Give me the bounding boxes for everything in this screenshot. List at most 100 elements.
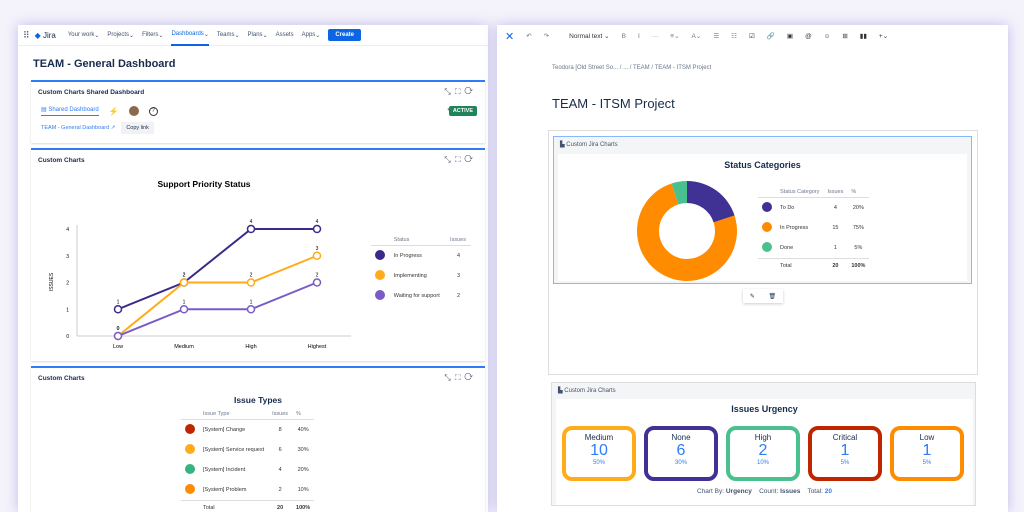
more-icon[interactable]: ··· xyxy=(651,32,659,40)
text-style-dropdown[interactable]: Normal text ⌄ xyxy=(569,33,610,40)
align-icon[interactable]: ≡⌄ xyxy=(670,33,680,40)
nav-item[interactable]: Assets xyxy=(276,25,294,46)
copy-link-button[interactable]: Copy link xyxy=(121,122,154,134)
nav-item[interactable]: Apps ⌄ xyxy=(301,32,321,39)
task-icon[interactable]: ☑ xyxy=(748,33,755,40)
data-point[interactable] xyxy=(246,278,256,287)
italic-icon[interactable]: I xyxy=(637,32,640,40)
delete-icon[interactable]: 🗑 xyxy=(768,293,777,300)
top-nav: ⠿ ◆ Jira Your work ⌄ Projects ⌄ Filters ⌄ D… xyxy=(18,25,488,46)
help-icon[interactable]: ? xyxy=(148,106,158,116)
row-issues: 15 xyxy=(832,225,839,231)
nav-item[interactable]: Projects ⌄ xyxy=(107,32,135,39)
status-categories-macro[interactable]: ▙ Custom Jira Charts Status Categories S… xyxy=(553,136,972,284)
table-row[interactable]: [System] Incident 4 20% xyxy=(181,460,314,480)
data-point[interactable] xyxy=(179,278,189,287)
data-point[interactable] xyxy=(179,305,189,314)
x-tick: Highest xyxy=(308,344,327,350)
confluence-logo[interactable]: ✕ xyxy=(505,30,515,43)
crumb[interactable]: Teodora [Old Street So... xyxy=(552,65,619,71)
data-label: 4 xyxy=(316,219,319,225)
data-point[interactable] xyxy=(312,251,322,260)
issue-types-panel: Custom Charts ⤡⛶⟳ Issue Types Issue Type… xyxy=(31,366,485,512)
urgency-card[interactable]: Critical 1 5% xyxy=(808,426,882,481)
total-cell: Total xyxy=(203,505,215,511)
total-row: Total 20 100% xyxy=(181,500,315,512)
avatar[interactable] xyxy=(128,106,139,116)
data-point[interactable] xyxy=(113,305,123,314)
donut-slice[interactable] xyxy=(687,181,735,223)
bullet-list-icon[interactable]: ☰ xyxy=(713,33,720,40)
numbered-list-icon[interactable]: ☷ xyxy=(731,33,737,40)
image-icon[interactable]: ▣ xyxy=(786,33,794,40)
legend-value: 2 xyxy=(456,293,461,299)
table-icon[interactable]: ⊞ xyxy=(842,33,848,40)
dashboard-link[interactable]: TEAM - General Dashboard ↗ xyxy=(41,125,116,131)
edit-icon[interactable]: ✎ xyxy=(749,293,755,300)
mention-icon[interactable]: @ xyxy=(805,32,812,40)
data-label: 2 xyxy=(183,273,186,279)
emoji-icon[interactable]: ☺ xyxy=(823,32,831,40)
nav-item[interactable]: Your work ⌄ xyxy=(67,32,100,39)
link-icon[interactable]: 🔗 xyxy=(766,33,775,40)
legend-name: In Progress xyxy=(393,253,422,259)
jira-window: ⠿ ◆ Jira Your work ⌄ Projects ⌄ Filters ⌄ D… xyxy=(18,25,488,512)
nav-item[interactable]: Filters ⌄ xyxy=(142,32,164,39)
urgency-card[interactable]: None 6 30% xyxy=(644,426,718,481)
bolt-icon[interactable]: ⚡ xyxy=(108,106,119,116)
create-button[interactable]: Create xyxy=(328,29,362,41)
bold-icon[interactable]: B xyxy=(621,32,626,40)
nav-label: Filters xyxy=(142,32,159,38)
crumb[interactable]: ... xyxy=(623,65,629,71)
data-point[interactable] xyxy=(246,224,256,234)
table-row[interactable]: Done 1 5% xyxy=(758,238,869,259)
urgency-macro[interactable]: ▙ Custom Jira Charts Issues Urgency Char… xyxy=(551,382,976,506)
crumb[interactable]: TEAM xyxy=(632,65,650,71)
total-cell: 20 xyxy=(277,505,284,511)
macro-outer xyxy=(548,130,978,375)
panel-actions[interactable]: ⤡⛶⟳ xyxy=(444,155,477,164)
table-row[interactable]: [System] Service request 6 30% xyxy=(181,440,314,460)
line-chart-panel: Custom Charts ⤡⛶⟳ Support Priority Statu… xyxy=(31,148,485,361)
table-row[interactable]: [System] Change 8 40% xyxy=(181,420,314,441)
crumb[interactable]: TEAM - ITSM Project xyxy=(654,65,712,71)
legend-row[interactable]: Implementing 3 xyxy=(371,266,471,286)
nav-item[interactable]: Plans ⌄ xyxy=(247,32,268,39)
legend-header: Status xyxy=(389,235,447,246)
insert-icon[interactable]: +⌄ xyxy=(878,33,889,40)
table-row[interactable]: [System] Problem 2 10% xyxy=(181,480,314,501)
text-style-label: Normal text xyxy=(569,33,603,40)
data-point[interactable] xyxy=(312,278,322,287)
data-point[interactable] xyxy=(312,224,322,234)
nav-item[interactable]: Dashboards ⌄ xyxy=(171,25,209,46)
donut-slice[interactable] xyxy=(671,181,687,205)
undo-icon[interactable]: ↶ xyxy=(526,33,532,40)
panel-actions[interactable]: ⤡⛶⟳ xyxy=(444,373,477,382)
data-point[interactable] xyxy=(246,305,256,314)
panel-actions[interactable]: ⤡⛶⟳ xyxy=(444,87,477,96)
footer-label: Count: xyxy=(759,488,779,495)
data-label: 3 xyxy=(316,246,319,252)
page-title: TEAM - ITSM Project xyxy=(552,96,675,111)
urgency-card[interactable]: Low 1 5% xyxy=(890,426,964,481)
redo-icon[interactable]: ↷ xyxy=(543,33,550,40)
donut-slice[interactable] xyxy=(637,183,737,281)
tab-shared-dashboard[interactable]: ▤ Shared Dashboard xyxy=(41,106,99,116)
jira-logo[interactable]: ◆ Jira xyxy=(34,30,56,40)
text-color-icon[interactable]: A⌄ xyxy=(691,33,702,40)
table-row[interactable]: In Progress 15 75% xyxy=(758,218,869,238)
app-switcher-icon[interactable]: ⠿ xyxy=(23,29,30,40)
layout-icon[interactable]: ▮▮ xyxy=(859,33,867,40)
nav-item[interactable]: Teams ⌄ xyxy=(216,32,240,39)
legend-row[interactable]: In Progress 4 xyxy=(371,246,471,267)
table-row[interactable]: To Do 4 20% xyxy=(758,198,869,219)
col-header: Status Category xyxy=(776,187,824,198)
urgency-card[interactable]: High 2 10% xyxy=(726,426,800,481)
data-point[interactable] xyxy=(113,331,123,341)
row-issues: 1 xyxy=(833,245,837,251)
footer-value: Urgency xyxy=(725,488,752,495)
legend-row[interactable]: Waiting for support 2 xyxy=(371,286,471,306)
x-tick: Medium xyxy=(174,344,194,350)
urgency-card[interactable]: Medium 10 50% xyxy=(562,426,636,481)
legend-value: 4 xyxy=(456,253,461,259)
